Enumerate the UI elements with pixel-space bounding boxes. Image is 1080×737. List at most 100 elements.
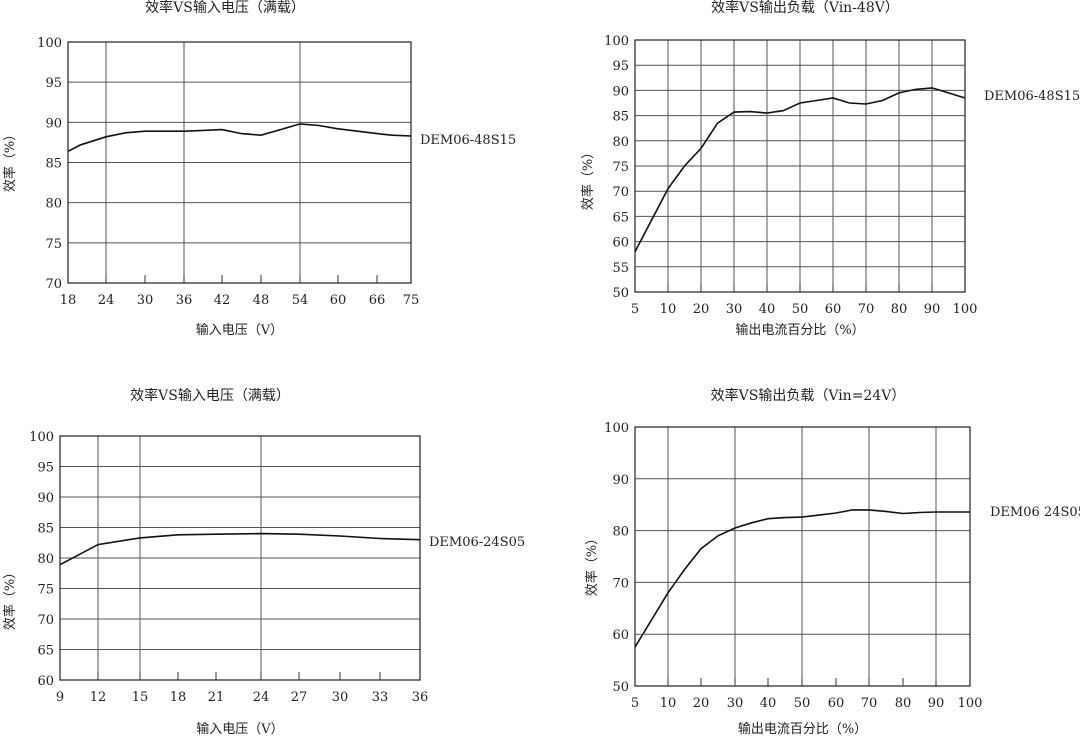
plot-frame bbox=[634, 39, 966, 293]
y-tick-label: 80 bbox=[37, 552, 54, 567]
series-name-label: DEM06-48S15 bbox=[984, 89, 1080, 104]
y-tick-label: 100 bbox=[29, 430, 54, 445]
y-axis-label: 效率（%） bbox=[2, 566, 18, 630]
x-tick-label: 36 bbox=[176, 293, 193, 308]
x-tick-label: 100 bbox=[953, 302, 978, 317]
y-axis-label: 效率（%） bbox=[584, 532, 600, 596]
x-tick-label: 18 bbox=[60, 293, 77, 308]
y-tick-label: 95 bbox=[45, 76, 62, 91]
y-tick-label: 75 bbox=[45, 237, 62, 252]
y-tick-label: 50 bbox=[612, 680, 629, 695]
x-tick-label: 20 bbox=[693, 302, 710, 317]
x-tick-label: 40 bbox=[760, 696, 777, 711]
series-name-label: DEM06-24S05 bbox=[429, 535, 525, 550]
y-tick-label: 100 bbox=[604, 421, 629, 436]
x-tick-label: 70 bbox=[861, 696, 878, 711]
x-tick-label: 100 bbox=[958, 696, 983, 711]
x-tick-label: 24 bbox=[98, 293, 115, 308]
y-axis-label: 效率（%） bbox=[580, 146, 596, 210]
x-tick-label: 80 bbox=[891, 302, 908, 317]
x-tick-label: 33 bbox=[372, 690, 389, 705]
y-tick-label: 75 bbox=[612, 160, 629, 175]
x-tick-label: 48 bbox=[253, 293, 270, 308]
chart-panel-4: 50 60 70 80 90 100 5 10 20 30 40 50 60 70 80 90 100 效率VS输… bbox=[584, 387, 1080, 737]
y-tick-label: 85 bbox=[45, 157, 62, 172]
chart-title: 效率VS输入电压（满载） bbox=[145, 0, 305, 16]
x-axis-label: 输出电流百分比（%） bbox=[735, 322, 864, 338]
series-line-1 bbox=[59, 532, 421, 566]
x-tick-label: 70 bbox=[858, 302, 875, 317]
x-tick-label: 50 bbox=[794, 696, 811, 711]
y-tick-label: 80 bbox=[612, 525, 629, 540]
x-tick-label: 75 bbox=[403, 293, 420, 308]
x-tick-label: 9 bbox=[56, 690, 64, 705]
y-tick-label: 60 bbox=[37, 674, 54, 689]
x-tick-label: 10 bbox=[660, 696, 677, 711]
x-tick-label: 90 bbox=[928, 696, 945, 711]
x-tick-label: 18 bbox=[170, 690, 187, 705]
x-tick-label: 30 bbox=[332, 690, 349, 705]
x-tick-label: 66 bbox=[369, 293, 386, 308]
x-tick-label: 24 bbox=[253, 690, 270, 705]
series-line-1 bbox=[634, 87, 966, 253]
series-line-1 bbox=[634, 509, 970, 648]
y-tick-label: 85 bbox=[612, 110, 629, 125]
y-tick-label: 95 bbox=[612, 59, 629, 74]
y-tick-label: 70 bbox=[37, 613, 54, 628]
y-axis-label: 效率（%） bbox=[2, 128, 18, 192]
x-tick-label: 10 bbox=[660, 302, 677, 317]
y-tick-label: 80 bbox=[45, 197, 62, 212]
y-tick-label: 90 bbox=[45, 116, 62, 131]
x-tick-label: 60 bbox=[330, 293, 347, 308]
y-tick-label: 100 bbox=[604, 34, 629, 49]
plot-frame bbox=[634, 426, 971, 687]
chart-title: 效率VS输入电压（满载） bbox=[130, 387, 290, 404]
y-tick-label: 95 bbox=[37, 461, 54, 476]
y-tick-label: 50 bbox=[612, 286, 629, 301]
y-tick-label: 60 bbox=[612, 236, 629, 251]
x-tick-label: 20 bbox=[693, 696, 710, 711]
y-tick-label: 90 bbox=[612, 473, 629, 488]
chart-panel-2: 50 55 60 65 70 75 80 85 90 95 100 5 10 20 30 40 50 60 70 80… bbox=[580, 0, 1080, 338]
y-tick-label: 90 bbox=[612, 84, 629, 99]
y-tick-label: 70 bbox=[612, 185, 629, 200]
plot-frame bbox=[59, 435, 421, 681]
x-tick-label: 21 bbox=[208, 690, 225, 705]
chart-title: 效率VS输出负载（Vin=24V） bbox=[711, 387, 906, 404]
y-tick-label: 65 bbox=[612, 210, 629, 225]
series-name-label: DEM06-48S15 bbox=[420, 133, 516, 148]
x-tick-label: 30 bbox=[726, 302, 743, 317]
y-tick-label: 90 bbox=[37, 491, 54, 506]
chart-title: 效率VS输出负载（Vin-48V） bbox=[711, 0, 899, 16]
y-tick-label: 70 bbox=[612, 576, 629, 591]
x-tick-label: 12 bbox=[90, 690, 107, 705]
x-axis-label: 输出电流百分比（%） bbox=[738, 721, 867, 737]
x-tick-label: 40 bbox=[759, 302, 776, 317]
x-tick-label: 60 bbox=[828, 696, 845, 711]
x-tick-label: 60 bbox=[825, 302, 842, 317]
y-tick-label: 60 bbox=[612, 628, 629, 643]
x-axis-label: 输入电压（V） bbox=[196, 721, 283, 737]
y-tick-label: 85 bbox=[37, 522, 54, 537]
y-tick-label: 70 bbox=[45, 277, 62, 292]
y-tick-label: 100 bbox=[37, 36, 62, 51]
series-line-1 bbox=[67, 123, 412, 153]
x-tick-label: 90 bbox=[924, 302, 941, 317]
x-tick-label: 54 bbox=[292, 293, 309, 308]
series-name-label: DEM06 24S05 bbox=[990, 505, 1080, 520]
x-tick-label: 80 bbox=[895, 696, 912, 711]
x-axis-label: 输入电压（V） bbox=[196, 322, 283, 338]
x-tick-label: 5 bbox=[631, 696, 639, 711]
y-tick-label: 65 bbox=[37, 644, 54, 659]
x-tick-label: 36 bbox=[412, 690, 429, 705]
x-tick-label: 30 bbox=[137, 293, 154, 308]
x-tick-label: 50 bbox=[792, 302, 809, 317]
y-tick-label: 75 bbox=[37, 583, 54, 598]
x-tick-label: 27 bbox=[291, 690, 308, 705]
plot-frame bbox=[67, 41, 412, 284]
chart-panel-3: 60 65 70 75 80 85 90 95 100 9 12 15 18 21 24 27 30 33 36 效率… bbox=[2, 387, 525, 737]
y-tick-label: 80 bbox=[612, 135, 629, 150]
x-tick-label: 15 bbox=[132, 690, 149, 705]
x-tick-label: 42 bbox=[214, 293, 231, 308]
